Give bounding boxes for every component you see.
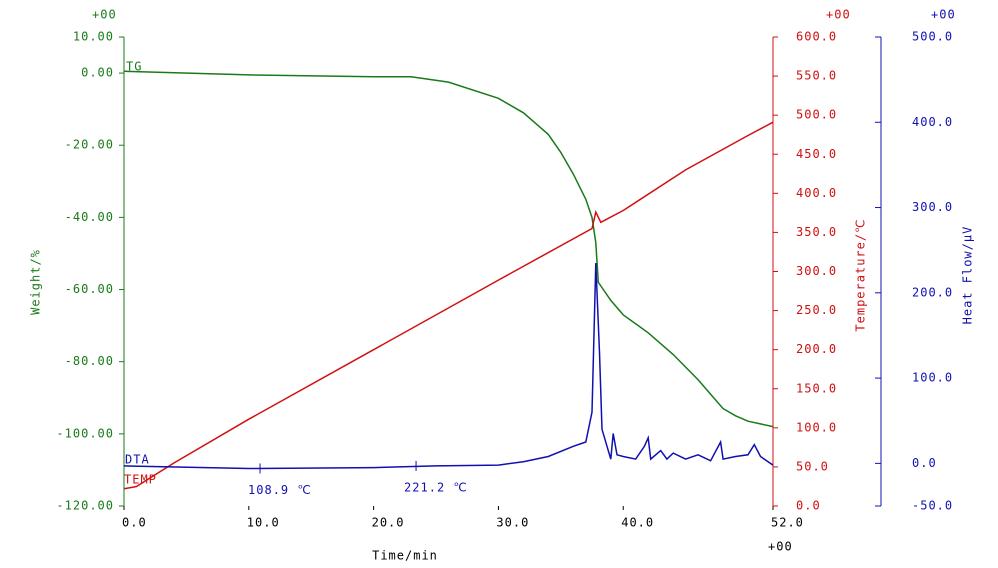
x-tick-label: 10.0 [247, 516, 280, 530]
y2-tick-label: 600.0 [796, 30, 837, 44]
y2-tick-label: 50.0 [796, 459, 829, 473]
y-tick-label: -40.00 [65, 210, 114, 224]
y-tick-label: -20.00 [65, 138, 114, 152]
y3-tick-label: 300.0 [912, 200, 953, 214]
x-axis-title: Time/min [372, 549, 438, 563]
y2-tick-label: 550.0 [796, 69, 837, 83]
y3-tick-label: 400.0 [912, 115, 953, 129]
y-tick-label: -60.00 [65, 282, 114, 296]
y3-tick-label: 200.0 [912, 285, 953, 299]
x-exponent: +00 [768, 540, 793, 554]
y3-exponent: +00 [931, 8, 956, 22]
annotation: 108.9 ℃ [248, 483, 312, 497]
y2-exponent: +00 [826, 8, 851, 22]
y2-tick-label: 400.0 [796, 186, 837, 200]
y-tick-label: 10.00 [73, 30, 114, 44]
y-tick-label: -120.00 [56, 499, 114, 513]
annotation: 221.2 ℃ [404, 480, 468, 494]
series-line [123, 70, 774, 428]
y3-tick-label: 0.0 [912, 456, 937, 470]
y-exponent: +00 [92, 8, 117, 22]
x-tick-label: 52.0 [771, 516, 804, 530]
series-label: DTA [125, 453, 150, 467]
x-tick-label: 0.0 [122, 516, 147, 530]
y2-tick-label: 100.0 [796, 420, 837, 434]
y2-tick-label: 450.0 [796, 147, 837, 161]
y3-tick-label: -50.0 [912, 499, 953, 513]
y3-tick-label: 500.0 [912, 30, 953, 44]
x-tick-label: 20.0 [372, 516, 405, 530]
x-tick-label: 30.0 [496, 516, 529, 530]
y2-tick-label: 500.0 [796, 108, 837, 122]
y2-tick-label: 0.0 [796, 499, 821, 513]
y3-tick-label: 100.0 [912, 371, 953, 385]
y-tick-label: -80.00 [65, 354, 114, 368]
y2-tick-label: 200.0 [796, 342, 837, 356]
y-tick-label: -100.00 [56, 426, 114, 440]
y2-tick-label: 150.0 [796, 381, 837, 395]
y2-axis-title: Temperature/℃ [854, 218, 868, 331]
y2-tick-label: 250.0 [796, 303, 837, 317]
y2-tick-label: 300.0 [796, 264, 837, 278]
series-line [123, 121, 774, 490]
series-label: TEMP [124, 473, 157, 487]
y2-tick-label: 350.0 [796, 225, 837, 239]
series-label: TG [126, 60, 142, 74]
y-axis-title: Weight/% [29, 249, 43, 315]
series-line [123, 262, 774, 470]
y3-axis-title: Heat Flow/μV [961, 226, 975, 325]
y-tick-label: 0.00 [81, 66, 114, 80]
x-tick-label: 40.0 [621, 516, 654, 530]
